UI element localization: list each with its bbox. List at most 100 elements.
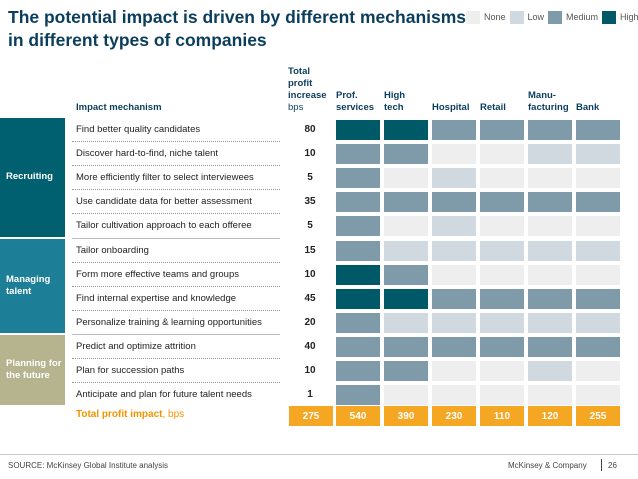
- legend-label-low: Low: [527, 12, 545, 22]
- impact-cell: [528, 361, 572, 381]
- column-header-4-line2: facturing: [528, 102, 569, 113]
- impact-cell: [528, 240, 572, 261]
- column-header-1: High tech: [384, 78, 434, 114]
- row-total-value: 1: [307, 389, 313, 401]
- impact-cell: [432, 144, 476, 165]
- impact-cell: [480, 144, 524, 165]
- footer-separator: [601, 459, 602, 471]
- total-header-line3: increase: [288, 90, 327, 101]
- impact-cell: [480, 168, 524, 189]
- impact-cell: [480, 312, 524, 333]
- row-label: Find internal expertise and knowledge: [76, 292, 237, 304]
- column-header-4-line1: Manu-: [528, 90, 556, 101]
- impact-cell: [384, 216, 428, 237]
- footer-rule: [0, 454, 638, 455]
- row-label: Predict and optimize attrition: [76, 340, 196, 352]
- impact-cell: [432, 216, 476, 237]
- column-header-0-line1: Prof.: [336, 90, 358, 101]
- legend-swatch-medium: [548, 10, 563, 24]
- impact-cell: [336, 192, 380, 213]
- column-header-1-line2: tech: [384, 102, 404, 113]
- legend-label-medium: Medium: [566, 12, 599, 22]
- row-total-value: 10: [304, 268, 316, 280]
- impact-cell: [576, 168, 620, 189]
- impact-cell: [480, 361, 524, 381]
- impact-cell: [384, 264, 428, 285]
- total-header-line2: profit: [288, 78, 313, 89]
- impact-cell: [336, 144, 380, 165]
- legend: None Low Medium High: [466, 10, 638, 24]
- impact-cell: [384, 120, 428, 140]
- row-label: Tailor cultivation approach to each offe…: [76, 220, 252, 232]
- row-label: Personalize training & learning opportun…: [76, 316, 262, 328]
- row-divider: [72, 358, 280, 359]
- impact-cell: [384, 288, 428, 309]
- total-overall-value: 275: [289, 406, 333, 426]
- impact-cell: [480, 120, 524, 140]
- row-total-value: 40: [304, 340, 316, 352]
- impact-cell: [576, 312, 620, 333]
- impact-cell: [576, 240, 620, 261]
- impact-cell: [576, 288, 620, 309]
- impact-cell: [432, 120, 476, 140]
- impact-cell: [336, 120, 380, 140]
- impact-cell: [528, 120, 572, 140]
- row-total-value: 5: [307, 220, 313, 232]
- impact-cell: [336, 264, 380, 285]
- impact-cell: [528, 264, 572, 285]
- total-column-value: 120: [528, 406, 572, 426]
- total-column-value: 255: [576, 406, 620, 426]
- row-divider: [72, 141, 280, 143]
- row-label: Discover hard-to-find, niche talent: [76, 148, 219, 160]
- legend-label-none: None: [484, 12, 506, 22]
- row-total-value: 10: [304, 148, 316, 160]
- page-number: 26: [608, 461, 617, 470]
- impact-cell: [336, 216, 380, 237]
- impact-cell: [576, 192, 620, 213]
- row-divider: [72, 309, 280, 311]
- impact-cell: [432, 168, 476, 189]
- total-column-value: 110: [480, 406, 524, 426]
- row-total-value: 45: [304, 292, 316, 304]
- impact-cell: [336, 361, 380, 381]
- impact-cell: [480, 288, 524, 309]
- column-header-5-line2: Bank: [576, 102, 600, 113]
- impact-cell: [432, 312, 476, 333]
- impact-cell: [336, 240, 380, 261]
- impact-cell: [432, 385, 476, 406]
- impact-cell: [384, 336, 428, 357]
- impact-cell: [432, 192, 476, 213]
- impact-cell: [576, 120, 620, 140]
- impact-cell: [576, 144, 620, 165]
- column-header-0: Prof. services: [336, 78, 386, 114]
- total-header: Total profit increase bps: [288, 66, 336, 114]
- total-header-line1: Total: [288, 66, 310, 77]
- legend-swatch-low: [509, 10, 524, 24]
- row-divider: [72, 333, 280, 335]
- impact-cell: [384, 240, 428, 261]
- impact-cell: [528, 312, 572, 333]
- total-header-unit: bps: [288, 102, 304, 113]
- total-label-text: Total profit impact: [76, 409, 163, 420]
- column-header-2-line2: Hospital: [432, 102, 470, 113]
- impact-cell: [576, 264, 620, 285]
- impact-cell: [384, 385, 428, 406]
- column-header-5: Bank: [576, 78, 626, 114]
- group-1: Managing talent: [0, 238, 65, 333]
- impact-cell: [528, 288, 572, 309]
- impact-cell: [384, 312, 428, 333]
- column-header-1-line1: High: [384, 90, 406, 101]
- impact-cell: [528, 336, 572, 357]
- impact-cell: [528, 216, 572, 237]
- column-header-2: Hospital: [432, 78, 482, 114]
- total-column-value: 230: [432, 406, 476, 426]
- impact-cell: [432, 264, 476, 285]
- impact-cell: [480, 216, 524, 237]
- impact-cell: [384, 192, 428, 213]
- impact-cell: [528, 385, 572, 406]
- page-title: The potential impact is driven by differ…: [8, 7, 467, 50]
- impact-cell: [528, 192, 572, 213]
- row-total-value: 20: [304, 316, 316, 328]
- impact-mechanism-header: Impact mechanism: [76, 102, 162, 113]
- legend-swatch-none: [466, 10, 480, 24]
